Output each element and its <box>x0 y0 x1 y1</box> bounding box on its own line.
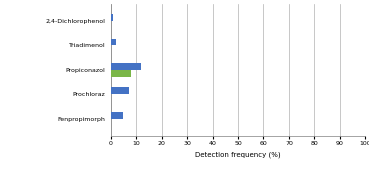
Bar <box>111 70 131 77</box>
Bar <box>111 63 141 70</box>
Bar <box>111 112 123 119</box>
Bar <box>111 14 113 21</box>
Bar <box>111 87 128 94</box>
X-axis label: Detection frequency (%): Detection frequency (%) <box>195 152 281 158</box>
Bar <box>111 39 116 45</box>
